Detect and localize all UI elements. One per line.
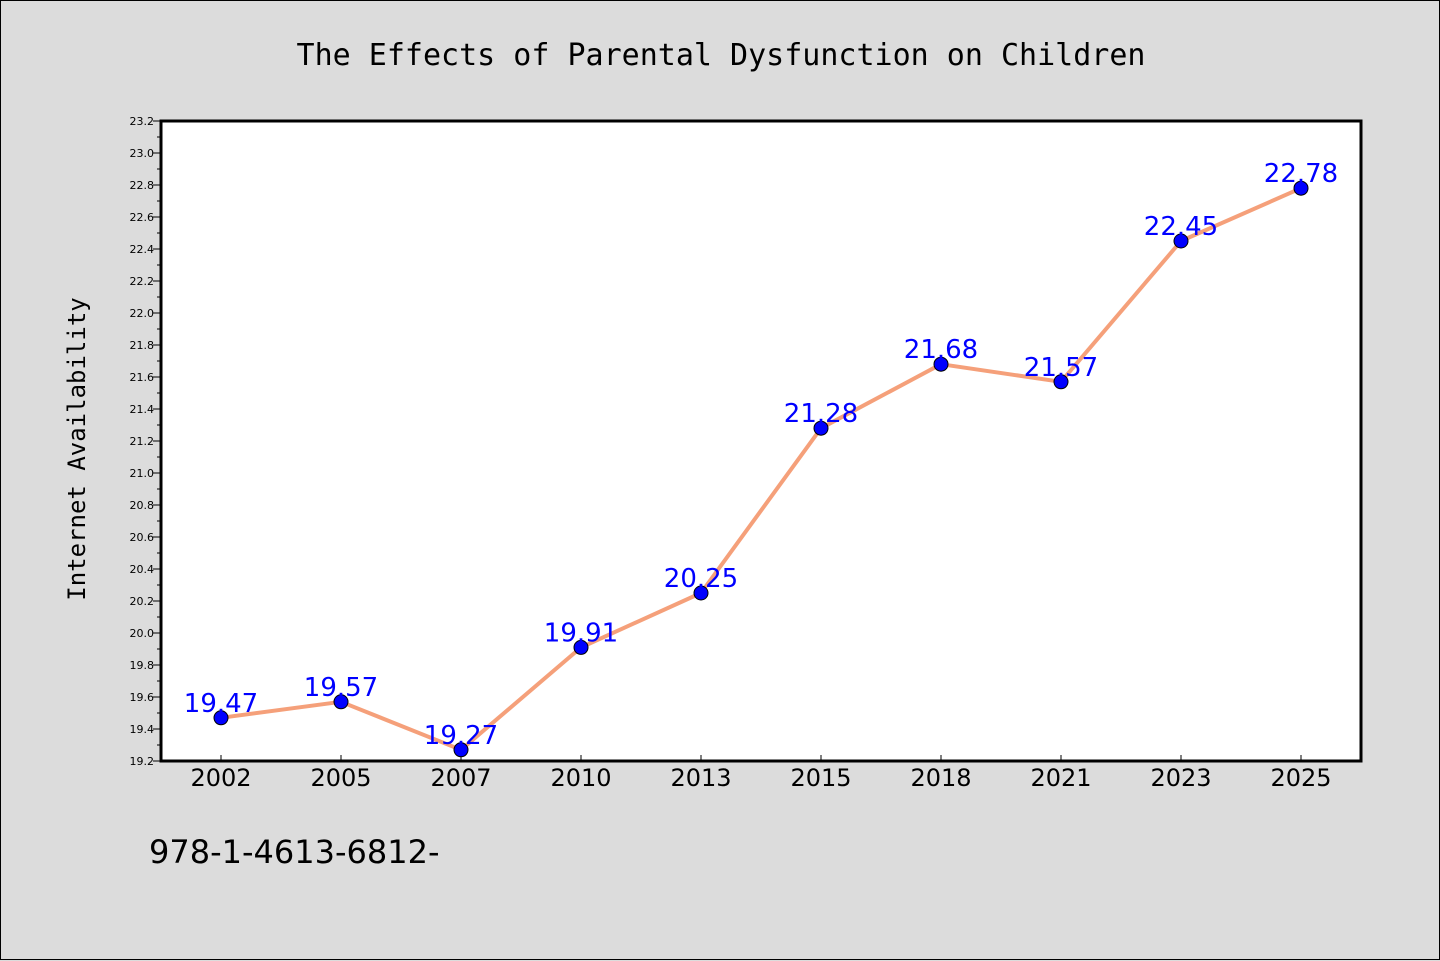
x-tick-label: 2010	[550, 764, 611, 792]
x-tick-label: 2023	[1150, 764, 1211, 792]
data-point	[813, 420, 829, 436]
x-tick-label: 2013	[670, 764, 731, 792]
plot-area	[161, 121, 1361, 761]
y-tick-label: 19.2	[130, 755, 155, 768]
plot-border	[159, 119, 1363, 763]
x-tick-label: 2002	[190, 764, 251, 792]
y-tick-label: 21.2	[130, 435, 155, 448]
y-tick-label: 23.0	[130, 147, 155, 160]
y-tick-label: 22.2	[130, 275, 155, 288]
x-tick-label: 2018	[910, 764, 971, 792]
data-point	[693, 585, 709, 601]
data-point	[213, 710, 229, 726]
y-axis-ticks: 19.2 19.4 19.6 19.8 20.0 20.2 20.4 20.6 20.8 21.0…	[130, 115, 161, 768]
data-point	[573, 639, 589, 655]
y-axis-label: Internet Availability	[63, 297, 91, 600]
y-tick-label: 20.2	[130, 595, 155, 608]
y-tick-label: 21.6	[130, 371, 155, 384]
x-tick-label: 2005	[310, 764, 371, 792]
y-tick-label: 20.0	[130, 627, 155, 640]
data-labels: 19.47 19.57 19.27 19.91 20.25 21.28 21.68 21.57…	[184, 159, 1338, 751]
x-tick-label: 2021	[1030, 764, 1091, 792]
data-point	[1173, 233, 1189, 249]
y-tick-label: 19.6	[130, 691, 155, 704]
y-tick-label: 19.8	[130, 659, 155, 672]
y-tick-label: 21.0	[130, 467, 155, 480]
data-label: 19.27	[424, 721, 498, 751]
y-tick-label: 22.0	[130, 307, 155, 320]
y-tick-label: 22.6	[130, 211, 155, 224]
x-tick-label: 2015	[790, 764, 851, 792]
x-tick-label: 2025	[1270, 764, 1331, 792]
data-point	[1293, 180, 1309, 196]
data-point	[333, 694, 349, 710]
data-label: 21.68	[904, 335, 978, 365]
y-tick-label: 22.8	[130, 179, 155, 192]
y-tick-label: 20.4	[130, 563, 155, 576]
chart-title: The Effects of Parental Dysfunction on C…	[297, 38, 1146, 73]
data-label: 19.91	[544, 618, 618, 648]
y-tick-label: 20.6	[130, 531, 155, 544]
x-tick-label: 2007	[430, 764, 491, 792]
data-label: 21.57	[1024, 353, 1098, 383]
data-markers	[213, 180, 1309, 758]
y-tick-label: 21.8	[130, 339, 155, 352]
data-label: 21.28	[784, 399, 858, 429]
data-label: 19.57	[304, 673, 378, 703]
x-axis-ticks: 2002 2005 2007 2010 2013 2015 2018 2021 2023 2025	[190, 755, 1332, 792]
y-tick-label: 22.4	[130, 243, 155, 256]
data-point	[933, 356, 949, 372]
y-tick-label: 19.4	[130, 723, 155, 736]
y-tick-label: 21.4	[130, 403, 155, 416]
footer-code: 978-1-4613-6812-	[149, 833, 440, 871]
y-tick-label: 23.2	[130, 115, 155, 128]
data-label: 19.47	[184, 689, 258, 719]
data-point	[453, 742, 469, 758]
data-label: 22.78	[1264, 159, 1338, 189]
y-tick-label: 20.8	[130, 499, 155, 512]
data-label: 22.45	[1144, 212, 1218, 242]
series-line	[220, 186, 1302, 752]
data-label: 20.25	[664, 564, 738, 594]
data-point	[1053, 374, 1069, 390]
